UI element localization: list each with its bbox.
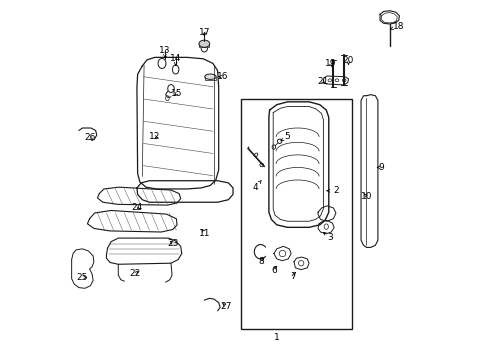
Text: 25: 25	[77, 273, 88, 282]
Ellipse shape	[199, 40, 209, 47]
Text: 4: 4	[252, 181, 261, 192]
Text: 17: 17	[198, 28, 210, 37]
Text: 2: 2	[326, 186, 338, 195]
Text: 1: 1	[273, 333, 279, 342]
Text: 21: 21	[316, 77, 328, 86]
Ellipse shape	[204, 74, 216, 80]
Text: 27: 27	[220, 302, 231, 311]
Text: 12: 12	[149, 132, 160, 141]
Text: 11: 11	[199, 229, 210, 238]
Text: 20: 20	[342, 57, 353, 66]
Bar	[241, 99, 351, 329]
Text: 16: 16	[216, 72, 227, 81]
Text: 26: 26	[84, 133, 96, 142]
Text: 14: 14	[170, 54, 181, 66]
Text: 13: 13	[159, 46, 170, 58]
Text: 23: 23	[167, 239, 179, 248]
Text: 9: 9	[377, 163, 383, 172]
Text: 5: 5	[281, 132, 289, 141]
Text: 8: 8	[258, 257, 264, 266]
Text: 19: 19	[324, 59, 336, 68]
Text: 3: 3	[323, 233, 333, 242]
Text: 24: 24	[131, 203, 142, 212]
Text: 15: 15	[171, 89, 183, 98]
Text: 22: 22	[129, 269, 141, 278]
Text: 7: 7	[290, 272, 296, 281]
Text: 6: 6	[270, 266, 276, 275]
Text: 10: 10	[360, 192, 371, 201]
Text: 18: 18	[389, 22, 404, 31]
